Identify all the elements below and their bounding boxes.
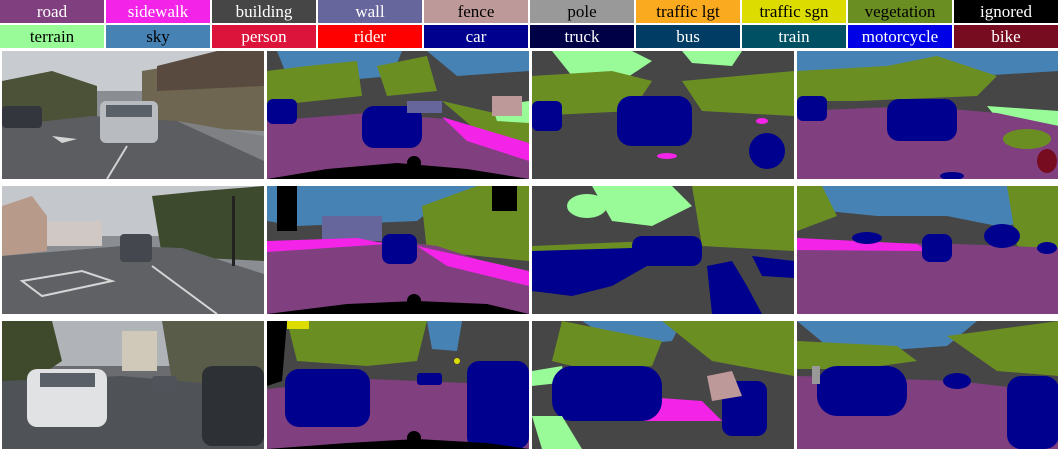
row-3-ground-truth xyxy=(267,321,529,449)
legend-swatch-terrain: terrain xyxy=(0,25,104,48)
legend-swatch-traffic-sgn: traffic sgn xyxy=(742,0,846,23)
class-color-legend: road sidewalk building wall fence pole traffic… xyxy=(0,0,1058,48)
legend-row-1: road sidewalk building wall fence pole traffic… xyxy=(0,0,1058,23)
row-2-ground-truth xyxy=(267,186,529,314)
legend-swatch-train: train xyxy=(742,25,846,48)
row-1-input-photo xyxy=(2,51,264,179)
legend-swatch-person: person xyxy=(212,25,316,48)
row-2-prediction-b xyxy=(797,186,1058,314)
legend-swatch-sky: sky xyxy=(106,25,210,48)
legend-swatch-wall: wall xyxy=(318,0,422,23)
legend-swatch-building: building xyxy=(212,0,316,23)
legend-swatch-bike: bike xyxy=(954,25,1058,48)
legend-swatch-vegetation: vegetation xyxy=(848,0,952,23)
legend-swatch-road: road xyxy=(0,0,104,23)
legend-swatch-sidewalk: sidewalk xyxy=(106,0,210,23)
legend-swatch-traffic-lgt: traffic lgt xyxy=(636,0,740,23)
legend-swatch-motorcycle: motorcycle xyxy=(848,25,952,48)
row-3-prediction-b xyxy=(797,321,1058,449)
legend-swatch-car: car xyxy=(424,25,528,48)
legend-swatch-bus: bus xyxy=(636,25,740,48)
legend-swatch-fence: fence xyxy=(424,0,528,23)
legend-swatch-ignored: ignored xyxy=(954,0,1058,23)
legend-swatch-truck: truck xyxy=(530,25,634,48)
row-1-prediction-b xyxy=(797,51,1058,179)
row-1-prediction-a xyxy=(532,51,794,179)
legend-swatch-rider: rider xyxy=(318,25,422,48)
legend-swatch-pole: pole xyxy=(530,0,634,23)
row-2-prediction-a xyxy=(532,186,794,314)
row-1-ground-truth xyxy=(267,51,529,179)
legend-row-2: terrain sky person rider car truck bus train mot… xyxy=(0,25,1058,48)
row-3-input-photo xyxy=(2,321,264,449)
segmentation-results-grid xyxy=(0,51,1058,450)
row-3-prediction-a xyxy=(532,321,794,449)
row-2-input-photo xyxy=(2,186,264,314)
